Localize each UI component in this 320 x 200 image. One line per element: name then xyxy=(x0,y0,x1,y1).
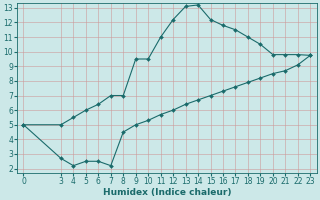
X-axis label: Humidex (Indice chaleur): Humidex (Indice chaleur) xyxy=(103,188,231,197)
